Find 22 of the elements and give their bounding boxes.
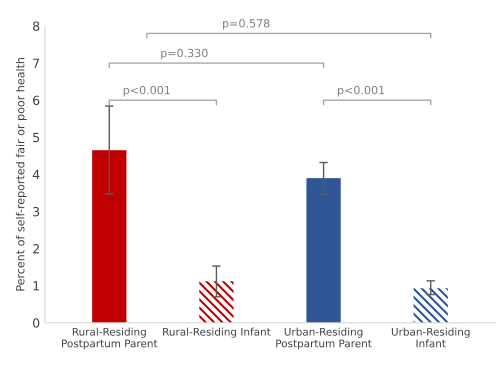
bar [414, 288, 448, 323]
y-tick-label: 1 [34, 281, 39, 290]
y-axis-title: Percent of self-reported fair or poor health [16, 58, 27, 291]
x-tick-label: Urban-Residing Infant [392, 328, 470, 348]
annotation: p<0.001 [124, 86, 170, 96]
bar [306, 178, 341, 323]
y-tick-label: 8 [33, 21, 40, 31]
y-tick-label: 3 [33, 206, 40, 216]
y-tick-label: 6 [33, 96, 40, 106]
annotation: p=0.330 [161, 48, 208, 60]
x-tick-label: Rural-Residing Infant [163, 328, 270, 338]
y-tick-label: 5 [33, 132, 40, 142]
y-tick-label: 7 [33, 58, 40, 68]
y-tick-label: 2 [33, 244, 39, 254]
annotation: p=0.578 [223, 19, 270, 30]
bar [92, 150, 126, 323]
x-tick-label: Urban-Residing Postpartum Parent [276, 328, 372, 350]
x-tick-label: Rural-Residing Postpartum Parent [62, 328, 158, 350]
y-tick-label: 4 [32, 170, 40, 180]
y-tick-label: 0 [33, 318, 40, 328]
bar [199, 281, 234, 323]
annotation: p<0.001 [338, 86, 384, 96]
